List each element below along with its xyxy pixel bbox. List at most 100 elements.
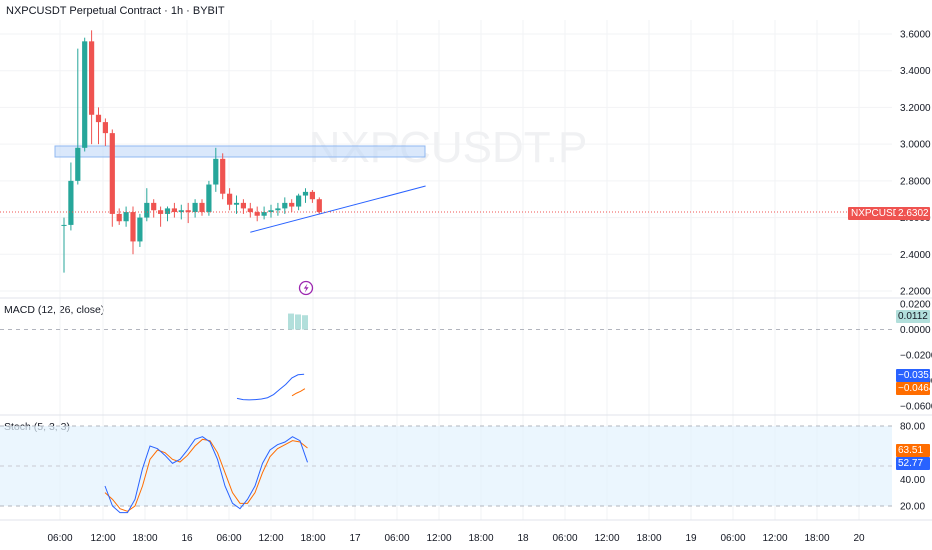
price-axis[interactable]: 3.60003.40003.20003.00002.80002.60002.40… — [900, 30, 931, 298]
candle-body — [240, 202, 246, 209]
candle-body — [82, 41, 88, 148]
price-tick-label: 3.0000 — [900, 140, 931, 151]
candle-body — [171, 208, 177, 213]
stoch-d-tag: 63.51 — [896, 444, 930, 457]
candle-body — [68, 180, 74, 225]
candle-body — [164, 208, 171, 214]
candle-body — [302, 191, 309, 196]
price-tick-label: 2.4000 — [900, 250, 931, 261]
last-price-tag: 2.6302 — [896, 207, 930, 220]
macd-tick-label: 0.0200 — [900, 300, 931, 311]
macd-hist-bar — [295, 314, 301, 330]
candle-body — [220, 158, 226, 194]
macd-tick-label: 0.0000 — [900, 325, 931, 336]
candle-body — [206, 184, 212, 213]
candle-body — [144, 202, 150, 218]
candle-body — [151, 202, 157, 211]
event-icon[interactable] — [298, 280, 314, 296]
resistance-zone — [54, 145, 426, 158]
macd-signal-line — [291, 388, 306, 397]
candle-body — [178, 210, 184, 213]
price-tick-label: 2.2000 — [900, 287, 931, 298]
trendline[interactable] — [250, 185, 426, 233]
time-tick-label: 18:00 — [468, 533, 493, 544]
candle-body — [275, 208, 281, 211]
candle-body — [296, 195, 302, 207]
macd-hist-bar — [288, 313, 294, 330]
time-tick-label: 12:00 — [90, 533, 115, 544]
trendline-segment — [250, 185, 426, 233]
candle-body — [61, 224, 67, 226]
resistance-zone-rect — [54, 145, 426, 158]
candle-body — [282, 202, 288, 209]
macd-hist-tag: 0.0112 — [896, 310, 930, 323]
time-tick-label: 19 — [685, 533, 697, 544]
macd-line-tag: −0.0351 — [896, 369, 932, 382]
time-tick-label: 12:00 — [426, 533, 451, 544]
macd-signal-tag: −0.0464 — [896, 382, 932, 395]
candle-body — [289, 202, 295, 207]
candle-body — [116, 213, 122, 222]
candle-body — [227, 193, 233, 205]
candle-body — [158, 210, 164, 214]
stoch-k-line — [104, 436, 308, 514]
stoch-band-fill — [0, 426, 892, 506]
candle-body — [192, 202, 198, 213]
time-tick-label: 18:00 — [300, 533, 325, 544]
time-tick-label: 18 — [517, 533, 529, 544]
time-tick-label: 06:00 — [384, 533, 409, 544]
candle-body — [199, 202, 205, 213]
time-tick-label: 18:00 — [636, 533, 661, 544]
time-axis[interactable]: 06:00 12:00 18:00 16 06:00 12:00 18:00 17 06:00 1… — [47, 533, 865, 544]
price-tick-label: 2.8000 — [900, 176, 931, 187]
candle-body — [123, 212, 129, 222]
time-tick-label: 18:00 — [132, 533, 157, 544]
candle-body — [137, 217, 143, 242]
candle-body — [268, 210, 274, 213]
candle-body — [254, 212, 260, 216]
macd-line — [236, 373, 305, 401]
time-tick-label: 16 — [181, 533, 193, 544]
time-tick-label: 18:00 — [804, 533, 829, 544]
price-tick-label: 3.2000 — [900, 103, 931, 114]
candle-body — [261, 212, 267, 216]
macd-label: MACD (12, 26, close) — [4, 304, 105, 316]
price-tick-label: 3.4000 — [900, 66, 931, 77]
time-tick-label: 12:00 — [594, 533, 619, 544]
stoch-tick-label: 40.00 — [900, 475, 925, 486]
stoch-d-line — [104, 438, 308, 512]
macd-tick-label: −0.0200 — [900, 351, 932, 362]
time-tick-label: 06:00 — [47, 533, 72, 544]
time-tick-label: 20 — [853, 533, 865, 544]
candle-body — [95, 114, 102, 123]
stoch-tick-label: 20.00 — [900, 502, 925, 513]
time-tick-label: 06:00 — [216, 533, 241, 544]
candle-body — [213, 158, 219, 185]
macd-tick-label: −0.0600 — [900, 402, 932, 413]
time-tick-label: 12:00 — [258, 533, 283, 544]
chart-title: NXPCUSDT Perpetual Contract · 1h · BYBIT — [6, 5, 225, 17]
candle-body — [130, 212, 136, 242]
candle-body — [316, 199, 322, 213]
time-tick-label: 17 — [349, 533, 361, 544]
time-tick-label: 06:00 — [552, 533, 577, 544]
time-tick-label: 12:00 — [762, 533, 787, 544]
symbol-price-tag: NXPCUSDT.P — [848, 207, 914, 220]
candle-body — [185, 210, 191, 213]
stoch-k-tag: 52.77 — [896, 457, 930, 470]
candle-body — [109, 133, 115, 214]
stoch-tick-label: 80.00 — [900, 422, 925, 433]
candle-body — [102, 122, 108, 134]
candles — [61, 30, 322, 273]
time-tick-label: 06:00 — [720, 533, 745, 544]
candle-body — [75, 147, 81, 181]
candle-body — [309, 191, 315, 200]
candle-body — [247, 208, 253, 213]
price-tick-label: 3.6000 — [900, 30, 931, 41]
candle-body — [233, 202, 240, 205]
lightning-icon — [303, 283, 309, 293]
